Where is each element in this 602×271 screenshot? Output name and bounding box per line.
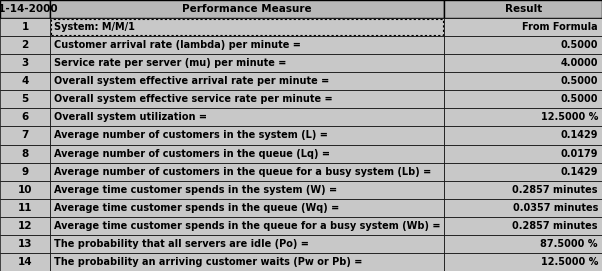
Text: 13: 13 [17, 239, 33, 249]
Bar [0, 0, 50, 18]
Bar [444, 36, 602, 54]
Bar [444, 72, 602, 90]
Text: Average number of customers in the queue for a busy system (Lb) =: Average number of customers in the queue… [54, 167, 431, 177]
Bar [50, 108, 444, 127]
Text: 0.2857 minutes: 0.2857 minutes [512, 185, 598, 195]
Bar [50, 36, 444, 54]
Bar [444, 90, 602, 108]
Bar [444, 0, 602, 18]
Text: Customer arrival rate (lambda) per minute =: Customer arrival rate (lambda) per minut… [54, 40, 301, 50]
Text: 0.5000: 0.5000 [560, 94, 598, 104]
Text: Service rate per server (mu) per minute =: Service rate per server (mu) per minute … [54, 58, 287, 68]
Text: System: M/M/1: System: M/M/1 [54, 22, 135, 32]
Bar [50, 0, 444, 18]
Text: The probability that all servers are idle (Po) =: The probability that all servers are idl… [54, 239, 309, 249]
Text: 1: 1 [21, 22, 29, 32]
Bar [50, 235, 444, 253]
Text: 12.5000 %: 12.5000 % [541, 257, 598, 267]
Bar [50, 163, 444, 181]
Text: Average time customer spends in the system (W) =: Average time customer spends in the syst… [54, 185, 337, 195]
Text: 0.1429: 0.1429 [560, 131, 598, 140]
Text: Performance Measure: Performance Measure [182, 4, 312, 14]
Bar [444, 235, 602, 253]
Bar [0, 199, 50, 217]
Bar [444, 108, 602, 127]
Bar [50, 199, 444, 217]
Text: 10: 10 [17, 185, 33, 195]
Text: 12.5000 %: 12.5000 % [541, 112, 598, 122]
Text: 0.0179: 0.0179 [560, 149, 598, 159]
Bar [50, 18, 444, 36]
Bar [50, 181, 444, 199]
Text: 11: 11 [17, 203, 33, 213]
Bar [0, 90, 50, 108]
Bar [0, 217, 50, 235]
Text: Average time customer spends in the queue for a busy system (Wb) =: Average time customer spends in the queu… [54, 221, 441, 231]
Bar [444, 127, 602, 144]
Text: Result: Result [504, 4, 542, 14]
Bar [0, 253, 50, 271]
Bar [0, 54, 50, 72]
Bar [50, 217, 444, 235]
Text: 0.5000: 0.5000 [560, 40, 598, 50]
Bar [444, 181, 602, 199]
Text: 0.0357 minutes: 0.0357 minutes [513, 203, 598, 213]
Text: 12: 12 [17, 221, 33, 231]
Text: Average time customer spends in the queue (Wq) =: Average time customer spends in the queu… [54, 203, 339, 213]
Bar [0, 127, 50, 144]
Text: Overall system effective arrival rate per minute =: Overall system effective arrival rate pe… [54, 76, 329, 86]
Bar [0, 72, 50, 90]
Bar [444, 54, 602, 72]
Text: 2: 2 [21, 40, 29, 50]
Bar [50, 90, 444, 108]
Bar [0, 18, 50, 36]
Bar [0, 108, 50, 127]
Bar [0, 163, 50, 181]
Bar [51, 19, 443, 35]
Text: 14: 14 [17, 257, 33, 267]
Bar [444, 199, 602, 217]
Text: 0.5000: 0.5000 [560, 76, 598, 86]
Text: 4: 4 [21, 76, 29, 86]
Text: Overall system effective service rate per minute =: Overall system effective service rate pe… [54, 94, 332, 104]
Text: 6: 6 [21, 112, 29, 122]
Text: The probability an arriving customer waits (Pw or Pb) =: The probability an arriving customer wai… [54, 257, 362, 267]
Text: 4.0000: 4.0000 [560, 58, 598, 68]
Text: 8: 8 [21, 149, 29, 159]
Bar [444, 217, 602, 235]
Bar [50, 54, 444, 72]
Bar [444, 163, 602, 181]
Bar [0, 144, 50, 163]
Bar [50, 72, 444, 90]
Bar [444, 144, 602, 163]
Text: 0.1429: 0.1429 [560, 167, 598, 177]
Text: 87.5000 %: 87.5000 % [541, 239, 598, 249]
Text: From Formula: From Formula [523, 22, 598, 32]
Text: Average number of customers in the system (L) =: Average number of customers in the syste… [54, 131, 328, 140]
Text: 11-14-2000: 11-14-2000 [0, 4, 58, 14]
Text: 3: 3 [21, 58, 29, 68]
Bar [444, 253, 602, 271]
Text: 7: 7 [21, 131, 29, 140]
Bar [0, 235, 50, 253]
Bar [50, 144, 444, 163]
Text: Average number of customers in the queue (Lq) =: Average number of customers in the queue… [54, 149, 330, 159]
Bar [0, 36, 50, 54]
Bar [444, 18, 602, 36]
Text: 0.2857 minutes: 0.2857 minutes [512, 221, 598, 231]
Text: Overall system utilization =: Overall system utilization = [54, 112, 207, 122]
Text: 5: 5 [21, 94, 29, 104]
Bar [50, 127, 444, 144]
Bar [0, 181, 50, 199]
Text: 9: 9 [22, 167, 28, 177]
Bar [50, 253, 444, 271]
